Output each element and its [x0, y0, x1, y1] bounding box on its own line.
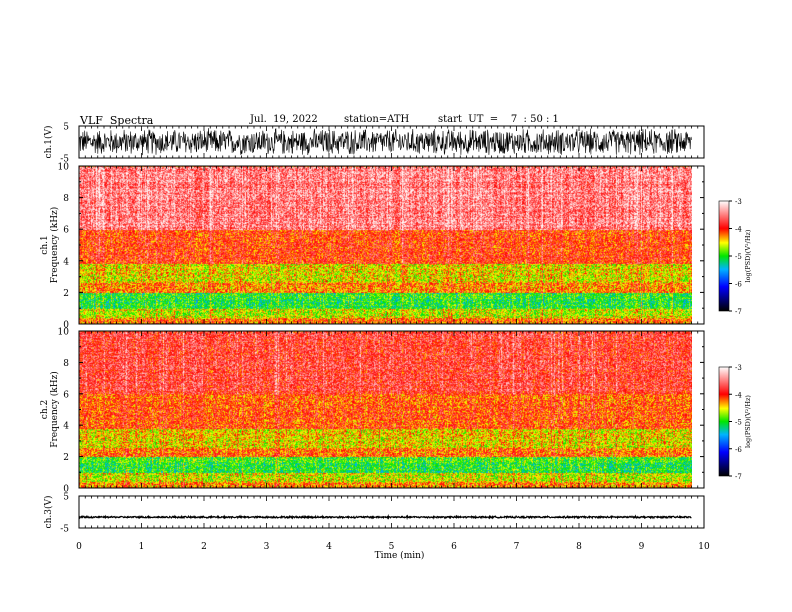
- ch1-spectrogram-raster: [79, 166, 692, 324]
- ch1-spectrogram-ylabel: Frequency (kHz): [49, 207, 60, 284]
- colorbar-tick-label: -4: [735, 391, 742, 399]
- y-tick-label: 0: [63, 485, 69, 495]
- x-tick-label: 8: [576, 542, 582, 552]
- x-tick-label: 1: [139, 542, 145, 552]
- ch1-waveform-trace: [78, 128, 692, 156]
- x-axis-label: Time (min): [375, 550, 425, 561]
- ch1-spectrogram-ylabel: ch.1: [40, 235, 50, 254]
- x-tick-label: 0: [76, 542, 82, 552]
- x-tick-label: 10: [698, 542, 710, 552]
- y-tick-label: 4: [63, 422, 69, 432]
- x-tick-label: 2: [201, 542, 207, 552]
- colorbar-tick-label: -4: [735, 226, 742, 234]
- ch1-spectrogram-colorbar-label: log(PSD)(V²/Hz): [744, 229, 752, 282]
- waveform-layer: [78, 128, 692, 521]
- ch3-waveform-trace: [78, 513, 692, 521]
- start-time-label: start UT = 7 : 50 : 1: [438, 114, 559, 125]
- y-tick-label: 5: [63, 493, 69, 503]
- date-label: Jul. 19, 2022: [250, 114, 318, 125]
- colorbar-tick-label: -6: [735, 446, 742, 454]
- x-tick-label: 7: [514, 542, 520, 552]
- colorbar-tick-label: -5: [735, 253, 742, 261]
- ch2-spectrogram-ylabel: Frequency (kHz): [49, 371, 60, 448]
- x-tick-label: 6: [451, 542, 457, 552]
- colorbar-tick-label: -3: [735, 364, 742, 372]
- y-tick-label: 8: [63, 194, 69, 204]
- x-tick-label: 4: [326, 542, 332, 552]
- ch2-spectrogram-ylabel: ch.2: [40, 400, 50, 419]
- ch2-spectrogram-colorbar: [718, 366, 730, 477]
- ch3-waveform-ylabel: ch.3(V): [43, 496, 54, 529]
- y-tick-label: 6: [63, 226, 69, 236]
- x-tick-label: 3: [264, 542, 270, 552]
- y-tick-label: -5: [60, 525, 69, 535]
- y-tick-label: 2: [63, 453, 69, 463]
- colorbar-tick-label: -5: [735, 419, 742, 427]
- ch1-spectrogram-colorbar: [718, 200, 730, 312]
- spectrogram-layer: [79, 166, 692, 488]
- y-tick-label: 10: [58, 163, 70, 173]
- ch2-spectrogram-colorbar-label: log(PSD)(V²/Hz): [744, 395, 752, 448]
- y-tick-label: -5: [60, 155, 69, 165]
- colorbar-tick-label: -7: [735, 308, 742, 316]
- y-tick-label: 5: [63, 123, 69, 133]
- y-tick-label: 4: [63, 257, 69, 267]
- colorbar-tick-label: -3: [735, 198, 742, 206]
- y-tick-label: 0: [63, 321, 69, 331]
- colorbar-layer: -3 -4 -5 -6 -7 log(PSD)(V²/Hz) -3 -4 -5 -6 -7 log(P…: [718, 198, 752, 481]
- y-tick-label: 10: [58, 328, 70, 338]
- figure-title: VLF Spectra: [80, 114, 154, 127]
- y-tick-label: 2: [63, 289, 69, 299]
- x-tick-label: 5: [389, 542, 395, 552]
- y-tick-label: 6: [63, 390, 69, 400]
- x-tick-label: 9: [639, 542, 645, 552]
- colorbar-tick-label: -7: [735, 473, 742, 481]
- station-label: station=ATH: [344, 114, 410, 125]
- colorbar-tick-label: -6: [735, 281, 742, 289]
- y-tick-label: 8: [63, 359, 69, 369]
- ch2-spectrogram-raster: [79, 331, 692, 488]
- ch1-waveform-ylabel: ch.1(V): [43, 126, 54, 159]
